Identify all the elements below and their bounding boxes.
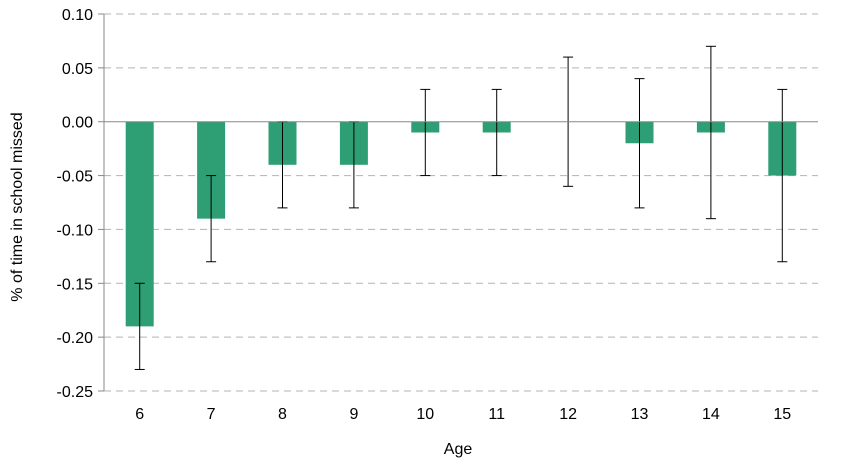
y-tick-label: -0.20 (57, 330, 94, 347)
gridlines (104, 13, 818, 392)
x-tick-label: 11 (488, 406, 505, 423)
x-tick-label: 10 (416, 406, 434, 423)
bars (125, 121, 797, 327)
x-tick-label: 8 (278, 406, 287, 423)
x-tick-label: 6 (135, 406, 144, 423)
x-tick-label: 12 (559, 406, 577, 423)
error-bars (134, 45, 788, 370)
x-tick-label: 9 (349, 406, 358, 423)
y-tick-label: 0.00 (62, 115, 93, 132)
y-tick-label: 0.10 (62, 7, 93, 24)
y-tick-label: -0.05 (57, 169, 94, 186)
y-tick-label: -0.15 (57, 276, 94, 293)
x-tick-label: 14 (702, 406, 720, 423)
x-axis-title: Age (444, 441, 473, 458)
x-tick-label: 13 (631, 406, 649, 423)
y-tick-label: -0.25 (57, 384, 94, 401)
y-tick-label: -0.10 (57, 222, 94, 239)
y-axis-ticks: 0.10 0.05 0.00 -0.05 -0.10 -0.15 -0.20 -0.25 (57, 7, 104, 401)
axes (103, 14, 818, 391)
x-tick-label: 7 (207, 406, 216, 423)
y-axis-title: % of time in school missed (9, 112, 26, 301)
x-tick-label: 15 (773, 406, 791, 423)
x-axis-ticks: 6 7 8 9 10 11 12 13 14 15 (135, 406, 791, 423)
y-tick-label: 0.05 (62, 61, 93, 78)
